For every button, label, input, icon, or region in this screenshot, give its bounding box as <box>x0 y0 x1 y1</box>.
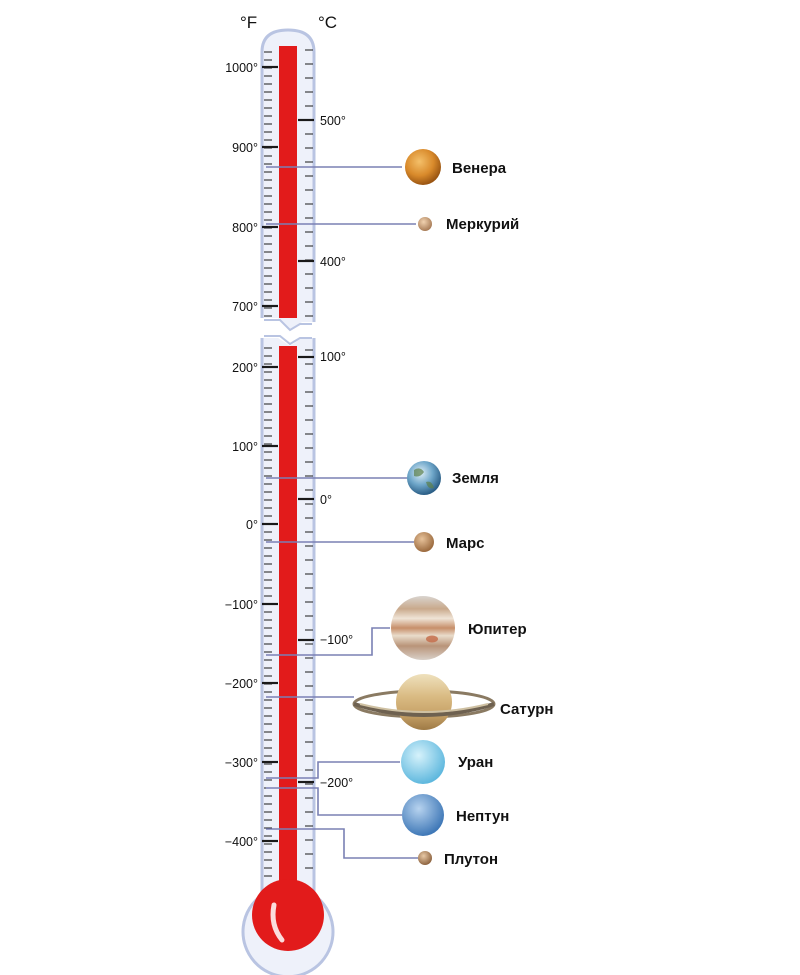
c-label-0: 0° <box>320 493 332 507</box>
planet-saturn: Сатурн <box>352 674 553 730</box>
thermometer <box>241 28 335 975</box>
planet-label-venus: Венера <box>452 160 507 177</box>
planet-label-mercury: Меркурий <box>446 216 519 233</box>
c-label-100: 100° <box>320 350 346 364</box>
f-label-700: 700° <box>232 300 258 314</box>
celsius-scale-upper: 500° 400° <box>320 114 346 269</box>
fahrenheit-unit-label: °F <box>240 13 257 32</box>
f-label-200: 200° <box>232 361 258 375</box>
f-label-minus-100: −100° <box>225 598 258 612</box>
planet-label-earth: Земля <box>452 470 499 487</box>
c-label-minus-100: −100° <box>320 633 353 647</box>
mercury-icon <box>418 217 432 231</box>
jupiter-icon <box>391 596 455 660</box>
c-label-minus-200: −200° <box>320 776 353 790</box>
planet-label-mars: Марс <box>446 535 485 552</box>
planet-earth: Земля <box>407 461 499 495</box>
f-label-800: 800° <box>232 221 258 235</box>
f-label-minus-200: −200° <box>225 677 258 691</box>
leader-line-neptune <box>266 787 402 816</box>
f-label-minus-400: −400° <box>225 835 258 849</box>
planet-venus: Венера <box>405 149 507 185</box>
mercury-column-upper <box>279 46 297 318</box>
f-label-100: 100° <box>232 440 258 454</box>
celsius-unit-label: °C <box>318 13 337 32</box>
f-label-0: 0° <box>246 518 258 532</box>
f-label-900: 900° <box>232 141 258 155</box>
leader-line-pluto <box>266 828 418 859</box>
thermometer-bulb <box>252 879 324 951</box>
f-label-minus-300: −300° <box>225 756 258 770</box>
uranus-icon <box>401 740 445 784</box>
pluto-icon <box>418 851 432 865</box>
planet-label-pluto: Плутон <box>444 851 498 868</box>
celsius-scale-lower: 100° 0° −100° −200° <box>320 350 353 790</box>
planet-label-uranus: Уран <box>458 754 493 771</box>
planet-mars: Марс <box>414 532 485 552</box>
planet-label-jupiter: Юпитер <box>468 621 527 638</box>
planet-pluto: Плутон <box>418 851 498 868</box>
venus-icon <box>405 149 441 185</box>
fahrenheit-scale-upper: 1000° 900° 800° 700° <box>225 61 258 314</box>
mars-icon <box>414 532 434 552</box>
planet-label-saturn: Сатурн <box>500 701 553 718</box>
neptune-icon <box>402 794 444 836</box>
fahrenheit-scale-lower: 200° 100° 0° −100° −200° −300° −400° <box>225 361 258 849</box>
leader-lines <box>266 166 418 859</box>
planet-mercury: Меркурий <box>418 216 519 233</box>
planet-label-neptune: Нептун <box>456 808 509 825</box>
leader-line-uranus <box>266 761 400 779</box>
saturn-icon <box>396 674 452 730</box>
mercury-column-lower <box>279 346 297 900</box>
scale-ticks <box>262 49 314 877</box>
c-label-400: 400° <box>320 255 346 269</box>
leader-line-jupiter <box>266 627 390 656</box>
saturn-ring-front <box>353 702 495 717</box>
earth-icon <box>407 461 441 495</box>
f-label-1000: 1000° <box>225 61 258 75</box>
planet-neptune: Нептун <box>402 794 509 836</box>
c-label-500: 500° <box>320 114 346 128</box>
planet-jupiter: Юпитер <box>391 596 527 660</box>
planet-uranus: Уран <box>401 740 493 784</box>
